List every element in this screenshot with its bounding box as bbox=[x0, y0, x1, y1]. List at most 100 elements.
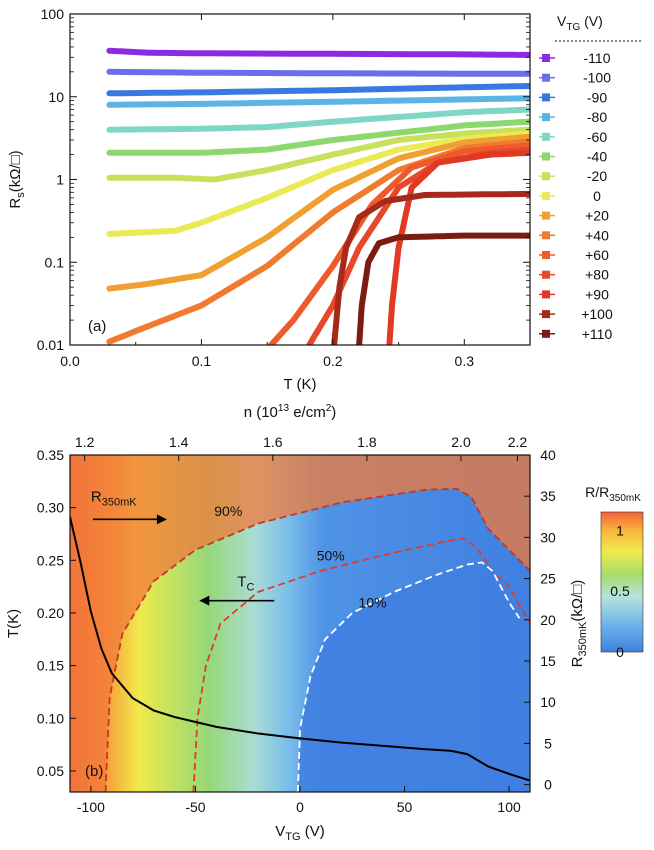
contour-10pct bbox=[297, 561, 521, 792]
panel-b-x-label-unit: (V) bbox=[301, 823, 325, 840]
legend-label--90: -90 bbox=[587, 89, 607, 105]
r350mk-curve bbox=[70, 516, 530, 782]
panel-b-y-tick-label: 0.10 bbox=[37, 710, 64, 726]
panel-b-heatmap: -100 -50 0 50 1000.050.100.150.200.250.300.3… bbox=[5, 403, 644, 843]
panel-a-y-label-sub: s bbox=[15, 192, 27, 198]
heatmap-low-resistance-region bbox=[297, 562, 530, 792]
annotation-c90: 90% bbox=[214, 503, 242, 519]
annotation-tc-sub: C bbox=[246, 582, 254, 594]
colorbar-gradient bbox=[600, 511, 644, 653]
panel-b-y-tick-label: 0.35 bbox=[37, 447, 64, 463]
panel-a-y-tick-label: 1 bbox=[56, 172, 64, 188]
panel-b-top-axis-label: n (1013 e/cm2) bbox=[244, 403, 337, 421]
panel-a-y-tick-label: 0.01 bbox=[37, 337, 64, 353]
right-label-sub: 350mK bbox=[577, 621, 589, 657]
panel-b-y-axis-label: T(K) bbox=[5, 609, 22, 638]
series-line-+90 bbox=[386, 149, 530, 345]
legend-title-main: V bbox=[557, 13, 567, 29]
top-label-close: ) bbox=[331, 404, 336, 421]
panel-b-x-tick-label: 0 bbox=[296, 799, 304, 815]
legend-label-+20: +20 bbox=[585, 208, 609, 224]
legend-marker-+60 bbox=[542, 251, 550, 259]
legend-marker--40 bbox=[542, 152, 550, 161]
panel-b-x-axis-label: VTG (V) bbox=[275, 823, 324, 843]
series-line--100 bbox=[106, 68, 530, 77]
legend-marker-+80 bbox=[542, 270, 550, 279]
series-line-+110 bbox=[356, 232, 530, 345]
legend-title-unit: (V) bbox=[580, 13, 603, 29]
panel-b-y-tick-label: 0.15 bbox=[37, 658, 64, 674]
annotation-tc: TC bbox=[237, 574, 254, 594]
series-line--80 bbox=[106, 95, 530, 108]
legend-marker-0 bbox=[542, 191, 550, 200]
panel-b-right-tick-label: 40 bbox=[540, 447, 556, 463]
panel-a-y-label-unit: (kΩ/□) bbox=[7, 150, 24, 192]
annotation-c10: 10% bbox=[359, 595, 387, 611]
series-line--110 bbox=[106, 47, 530, 58]
annotation-r350-sub: 350mK bbox=[102, 496, 138, 508]
legend-marker--100 bbox=[542, 73, 550, 82]
legend-label--110: -110 bbox=[584, 50, 611, 66]
legend-marker--110 bbox=[542, 54, 550, 62]
colorbar-tick-label: 0 bbox=[616, 644, 624, 660]
annotation-arrowhead-left bbox=[199, 595, 210, 606]
legend-marker-+100 bbox=[542, 310, 550, 319]
legend-label--20: -20 bbox=[587, 168, 607, 184]
panel-a-x-tick-label: 0.2 bbox=[323, 353, 343, 369]
heatmap-normal-state-region bbox=[70, 455, 530, 792]
series-line-+60 bbox=[268, 142, 530, 345]
annotation-c50: 50% bbox=[317, 547, 345, 563]
colorbar-tick-label: 1 bbox=[616, 522, 624, 538]
panel-b-x-tick-label: 100 bbox=[497, 799, 521, 815]
legend-label--60: -60 bbox=[587, 129, 607, 145]
contour-90pct bbox=[104, 487, 530, 792]
legend-marker-+20 bbox=[542, 211, 550, 220]
panel-b-right-axis-label: R350mK(kΩ/□) bbox=[569, 580, 589, 668]
panel-b-right-tick-label: 25 bbox=[540, 571, 556, 587]
panel-b-y-tick-label: 0.20 bbox=[37, 605, 64, 621]
top-label-part2: e/cm bbox=[289, 404, 326, 421]
legend-marker--20 bbox=[542, 172, 550, 181]
series-line-+20 bbox=[106, 133, 530, 292]
legend-marker--80 bbox=[542, 113, 550, 122]
panel-b-top-tick-label: 2.2 bbox=[508, 434, 528, 450]
panel-b-y-tick-label: 0.30 bbox=[37, 500, 64, 516]
panel-a-x-axis-label: T (K) bbox=[283, 376, 316, 393]
panel-b-x-tick-label: -50 bbox=[185, 799, 205, 815]
colorbar-tick-label: 0.5 bbox=[610, 583, 630, 599]
colorbar: R/R350mK 1 0.5 0 bbox=[585, 484, 644, 660]
panel-b-top-tick-label: 1.8 bbox=[357, 434, 377, 450]
legend-label-0: 0 bbox=[593, 188, 601, 204]
top-label-part1: n (10 bbox=[244, 404, 278, 421]
series-line-+100 bbox=[331, 190, 530, 345]
legend-marker-+40 bbox=[542, 231, 550, 240]
annotation-r350: R350mK bbox=[91, 488, 137, 508]
panel-b-right-tick-label: 15 bbox=[540, 653, 556, 669]
panel-b-x-tick-label: -100 bbox=[77, 799, 105, 815]
legend-marker--90 bbox=[542, 93, 550, 102]
panel-a-label: (a) bbox=[88, 318, 106, 335]
panel-a-legend: VTG (V) -110 -100 -90 -80 -60 -40 -20 0 +20 +40 +6… bbox=[539, 13, 641, 342]
panel-b-right-tick-label: 20 bbox=[540, 612, 556, 628]
series-line--60 bbox=[106, 106, 530, 133]
panel-a-x-tick-label: 0.3 bbox=[455, 353, 475, 369]
panel-a-y-axis-label: Rs(kΩ/□) bbox=[7, 150, 27, 208]
panel-a-y-label-main: R bbox=[7, 198, 24, 209]
top-label-exp2: 2 bbox=[326, 403, 332, 414]
legend-marker-+110 bbox=[542, 329, 550, 338]
panel-b-right-tick-label: 35 bbox=[540, 488, 556, 504]
panel-b-y-tick-label: 0.25 bbox=[37, 552, 64, 568]
panel-b-label: (b) bbox=[85, 763, 103, 780]
legend-label-+40: +40 bbox=[585, 227, 609, 243]
panel-b-right-tick-label: 30 bbox=[540, 529, 556, 545]
colorbar-title-sub: 350mK bbox=[609, 493, 641, 504]
legend-label-+80: +80 bbox=[585, 267, 609, 283]
legend-marker--60 bbox=[542, 132, 550, 141]
legend-label--100: -100 bbox=[583, 70, 611, 86]
panel-a-x-tick-label: 0.0 bbox=[60, 353, 80, 369]
legend-label--80: -80 bbox=[587, 109, 607, 125]
panel-a-x-tick-label: 0.1 bbox=[192, 353, 212, 369]
panel-b-top-tick-label: 1.4 bbox=[169, 434, 189, 450]
legend-label-+60: +60 bbox=[585, 247, 609, 263]
